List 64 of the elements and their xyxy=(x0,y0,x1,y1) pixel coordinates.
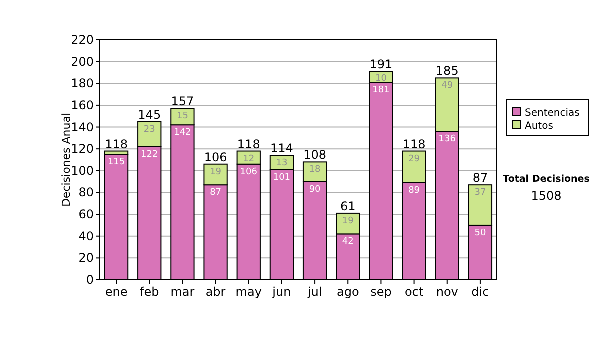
total-label: 191 xyxy=(370,58,393,72)
y-tick-label: 100 xyxy=(71,164,94,178)
data-label: 19 xyxy=(342,216,354,226)
legend-label: Autos xyxy=(525,121,554,132)
y-tick-label: 160 xyxy=(71,98,94,112)
total-label: 145 xyxy=(138,108,162,122)
data-label: 10 xyxy=(375,74,388,84)
data-label: 136 xyxy=(438,134,456,145)
x-tick-label: abr xyxy=(206,285,226,299)
data-label: 42 xyxy=(342,237,354,248)
data-label: 18 xyxy=(309,165,322,176)
x-tick-label: ene xyxy=(105,285,128,299)
total-label: 114 xyxy=(270,142,294,156)
y-tick-label: 120 xyxy=(71,142,94,156)
data-label: 13 xyxy=(276,158,288,169)
y-tick-label: 40 xyxy=(78,229,94,244)
total-label: 118 xyxy=(402,137,426,152)
x-tick-label: jul xyxy=(306,285,322,299)
data-label: 122 xyxy=(141,150,158,160)
data-label: 49 xyxy=(442,81,454,92)
total-label: 108 xyxy=(304,148,326,162)
data-label: 12 xyxy=(243,154,255,164)
x-tick-label: nov xyxy=(436,285,458,299)
data-label: 19 xyxy=(210,167,222,178)
y-tick-label: 220 xyxy=(71,33,94,47)
y-axis-title: Decisiones Anual xyxy=(60,112,73,208)
x-tick-label: ago xyxy=(336,285,360,299)
x-tick-label: jun xyxy=(272,285,292,299)
data-label: 90 xyxy=(309,184,322,195)
total-label: 118 xyxy=(105,137,128,152)
data-label: 89 xyxy=(408,186,420,196)
x-tick-label: feb xyxy=(140,285,160,299)
y-tick-label: 200 xyxy=(71,54,94,69)
x-tick-label: sep xyxy=(370,285,392,299)
data-label: 181 xyxy=(372,86,390,96)
x-tick-label: oct xyxy=(404,285,424,299)
total-label: 118 xyxy=(237,137,260,152)
data-label: 50 xyxy=(474,228,486,238)
data-label: 142 xyxy=(174,128,192,138)
data-label: 15 xyxy=(176,112,188,122)
data-label: 101 xyxy=(273,172,291,183)
total-label: 157 xyxy=(171,94,194,109)
data-label: 37 xyxy=(474,188,486,198)
data-label: 115 xyxy=(108,158,126,168)
text: Total Decisiones xyxy=(503,174,590,185)
data-label: 87 xyxy=(210,188,222,198)
total-label: 185 xyxy=(436,64,459,78)
data-label: 106 xyxy=(240,167,258,178)
x-tick-label: may xyxy=(236,285,262,299)
y-tick-label: 0 xyxy=(86,273,94,287)
x-tick-label: dic xyxy=(472,285,490,299)
y-tick-label: 140 xyxy=(71,120,94,134)
y-tick-label: 180 xyxy=(71,76,94,91)
x-tick-label: mar xyxy=(170,285,195,299)
total-label: 106 xyxy=(204,150,228,164)
data-label: 23 xyxy=(144,124,156,135)
text: 1508 xyxy=(531,189,562,203)
data-label: 29 xyxy=(408,154,420,164)
total-label: 87 xyxy=(472,171,488,186)
y-tick-label: 60 xyxy=(78,208,94,222)
legend-label: Sentencias xyxy=(525,108,580,119)
y-tick-label: 80 xyxy=(78,186,94,200)
y-tick-label: 20 xyxy=(78,251,94,266)
total-label: 61 xyxy=(340,199,356,214)
